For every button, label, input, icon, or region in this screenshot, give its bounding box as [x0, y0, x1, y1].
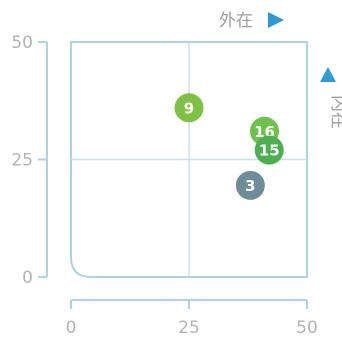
y-tick-label: 25 [11, 151, 33, 171]
y-tick-label: 50 [11, 33, 33, 53]
data-point-label: 15 [259, 142, 280, 160]
data-point [254, 135, 284, 165]
y-tick-label: 0 [22, 268, 33, 288]
plot-border [70, 41, 308, 278]
axes [38, 41, 308, 309]
data-point-label: 3 [245, 177, 255, 195]
y-axis-title: 内在 [328, 95, 342, 129]
right-triangle-icon [268, 12, 284, 28]
y-tick-labels: 0 25 50 [11, 33, 33, 288]
x-axis-title: 外在 [219, 11, 253, 31]
x-tick-label: 50 [296, 318, 318, 338]
plot-frame [70, 41, 308, 278]
up-triangle-icon [320, 67, 336, 82]
x-tick-label: 0 [66, 318, 77, 338]
x-tick-labels: 0 25 50 [66, 318, 318, 338]
x-tick-label: 25 [178, 318, 200, 338]
data-point [235, 170, 265, 200]
data-point [174, 93, 204, 123]
data-point-label: 9 [184, 99, 194, 117]
